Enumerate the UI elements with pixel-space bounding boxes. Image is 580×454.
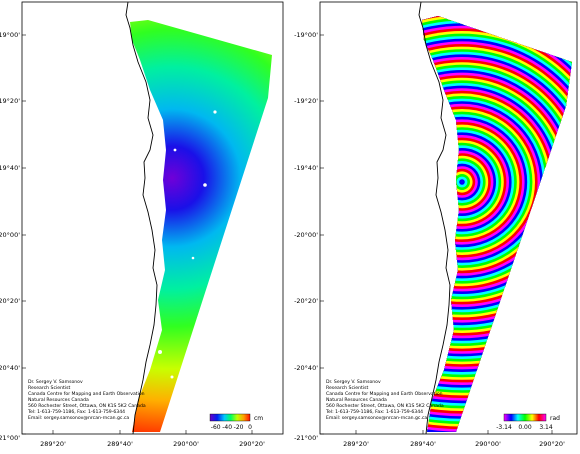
- credit-line: Canada Centre for Mapping and Earth Obse…: [28, 391, 145, 397]
- lat-label: -20°20': [0, 297, 20, 305]
- colorbar-tick-label: 3.14: [539, 424, 553, 431]
- interferogram-svg: -19°00' -19°20' -19°40' -20°00' -20°20' …: [290, 0, 580, 450]
- credit-line: Research Scientist: [326, 385, 368, 391]
- lat-label: -19°40': [0, 164, 20, 172]
- credit-line: Email: sergey.samsonov@nrcan-rncan.gc.ca: [28, 415, 129, 421]
- credit-line: Dr. Sergey V. Samsonov: [326, 379, 381, 385]
- colorbar-tick-label: -60: [211, 424, 221, 431]
- lat-label: -20°40': [0, 364, 20, 372]
- displacement-map-panel: -19°00' -19°20' -19°40' -20°00' -20°20' …: [0, 0, 290, 450]
- colorbar-tick-label: -3.14: [496, 424, 512, 431]
- colorbar-tick-label: -20: [234, 424, 244, 431]
- lon-label: 289°40': [410, 440, 436, 448]
- lat-label: -19°00': [294, 31, 318, 39]
- lon-label: 289°40': [107, 440, 133, 448]
- credit-line: Natural Resources Canada: [28, 397, 89, 403]
- credit-line: Canada Centre for Mapping and Earth Obse…: [326, 391, 443, 397]
- credit-line: 560 Rochester Street, Ottawa, ON K1S 5K2…: [326, 403, 444, 409]
- lon-label: 290°00': [173, 440, 199, 448]
- interferogram-panel: -19°00' -19°20' -19°40' -20°00' -20°20' …: [290, 0, 580, 450]
- lon-label: 289°20': [40, 440, 66, 448]
- lat-label: -19°40': [294, 164, 318, 172]
- colorbar-ramp: [504, 414, 546, 421]
- lon-label: 290°20': [239, 440, 265, 448]
- colorbar-ramp: [210, 414, 250, 421]
- credit-line: Natural Resources Canada: [326, 397, 387, 403]
- lat-label: -20°20': [294, 297, 318, 305]
- colorbar-unit: cm: [254, 415, 263, 422]
- lat-label: -19°20': [294, 97, 318, 105]
- colorbar-tick-label: 0.00: [518, 424, 532, 431]
- credit-line: Dr. Sergey V. Samsonov: [28, 379, 83, 385]
- lon-label: 289°20': [343, 440, 369, 448]
- credit-line: Email: sergey.samsonov@nrcan-rncan.gc.ca: [326, 415, 427, 421]
- lat-label: -21°00': [0, 434, 20, 442]
- lat-label: -21°00': [294, 434, 318, 442]
- lat-label: -20°00': [0, 231, 20, 239]
- lon-label: 290°20': [539, 440, 565, 448]
- credit-line: Research Scientist: [28, 385, 70, 391]
- credit-line: 560 Rochester Street, Ottawa, ON K1S 5K2…: [28, 403, 146, 409]
- colorbar-unit: rad: [550, 415, 560, 422]
- credit-line: Tel: 1-613-759-1186, Fax: 1-613-759-6344: [325, 409, 423, 415]
- credit-line: Tel: 1-613-759-1186, Fax: 1-613-759-6344: [27, 409, 125, 415]
- lat-label: -20°00': [294, 231, 318, 239]
- lat-label: -19°00': [0, 31, 20, 39]
- lon-label: 290°00': [475, 440, 501, 448]
- colorbar-tick-label: -40: [222, 424, 232, 431]
- lat-label: -20°40': [294, 364, 318, 372]
- lat-label: -19°20': [0, 97, 20, 105]
- colorbar-tick-label: 0: [248, 424, 252, 431]
- displacement-map-svg: -19°00' -19°20' -19°40' -20°00' -20°20' …: [0, 0, 290, 450]
